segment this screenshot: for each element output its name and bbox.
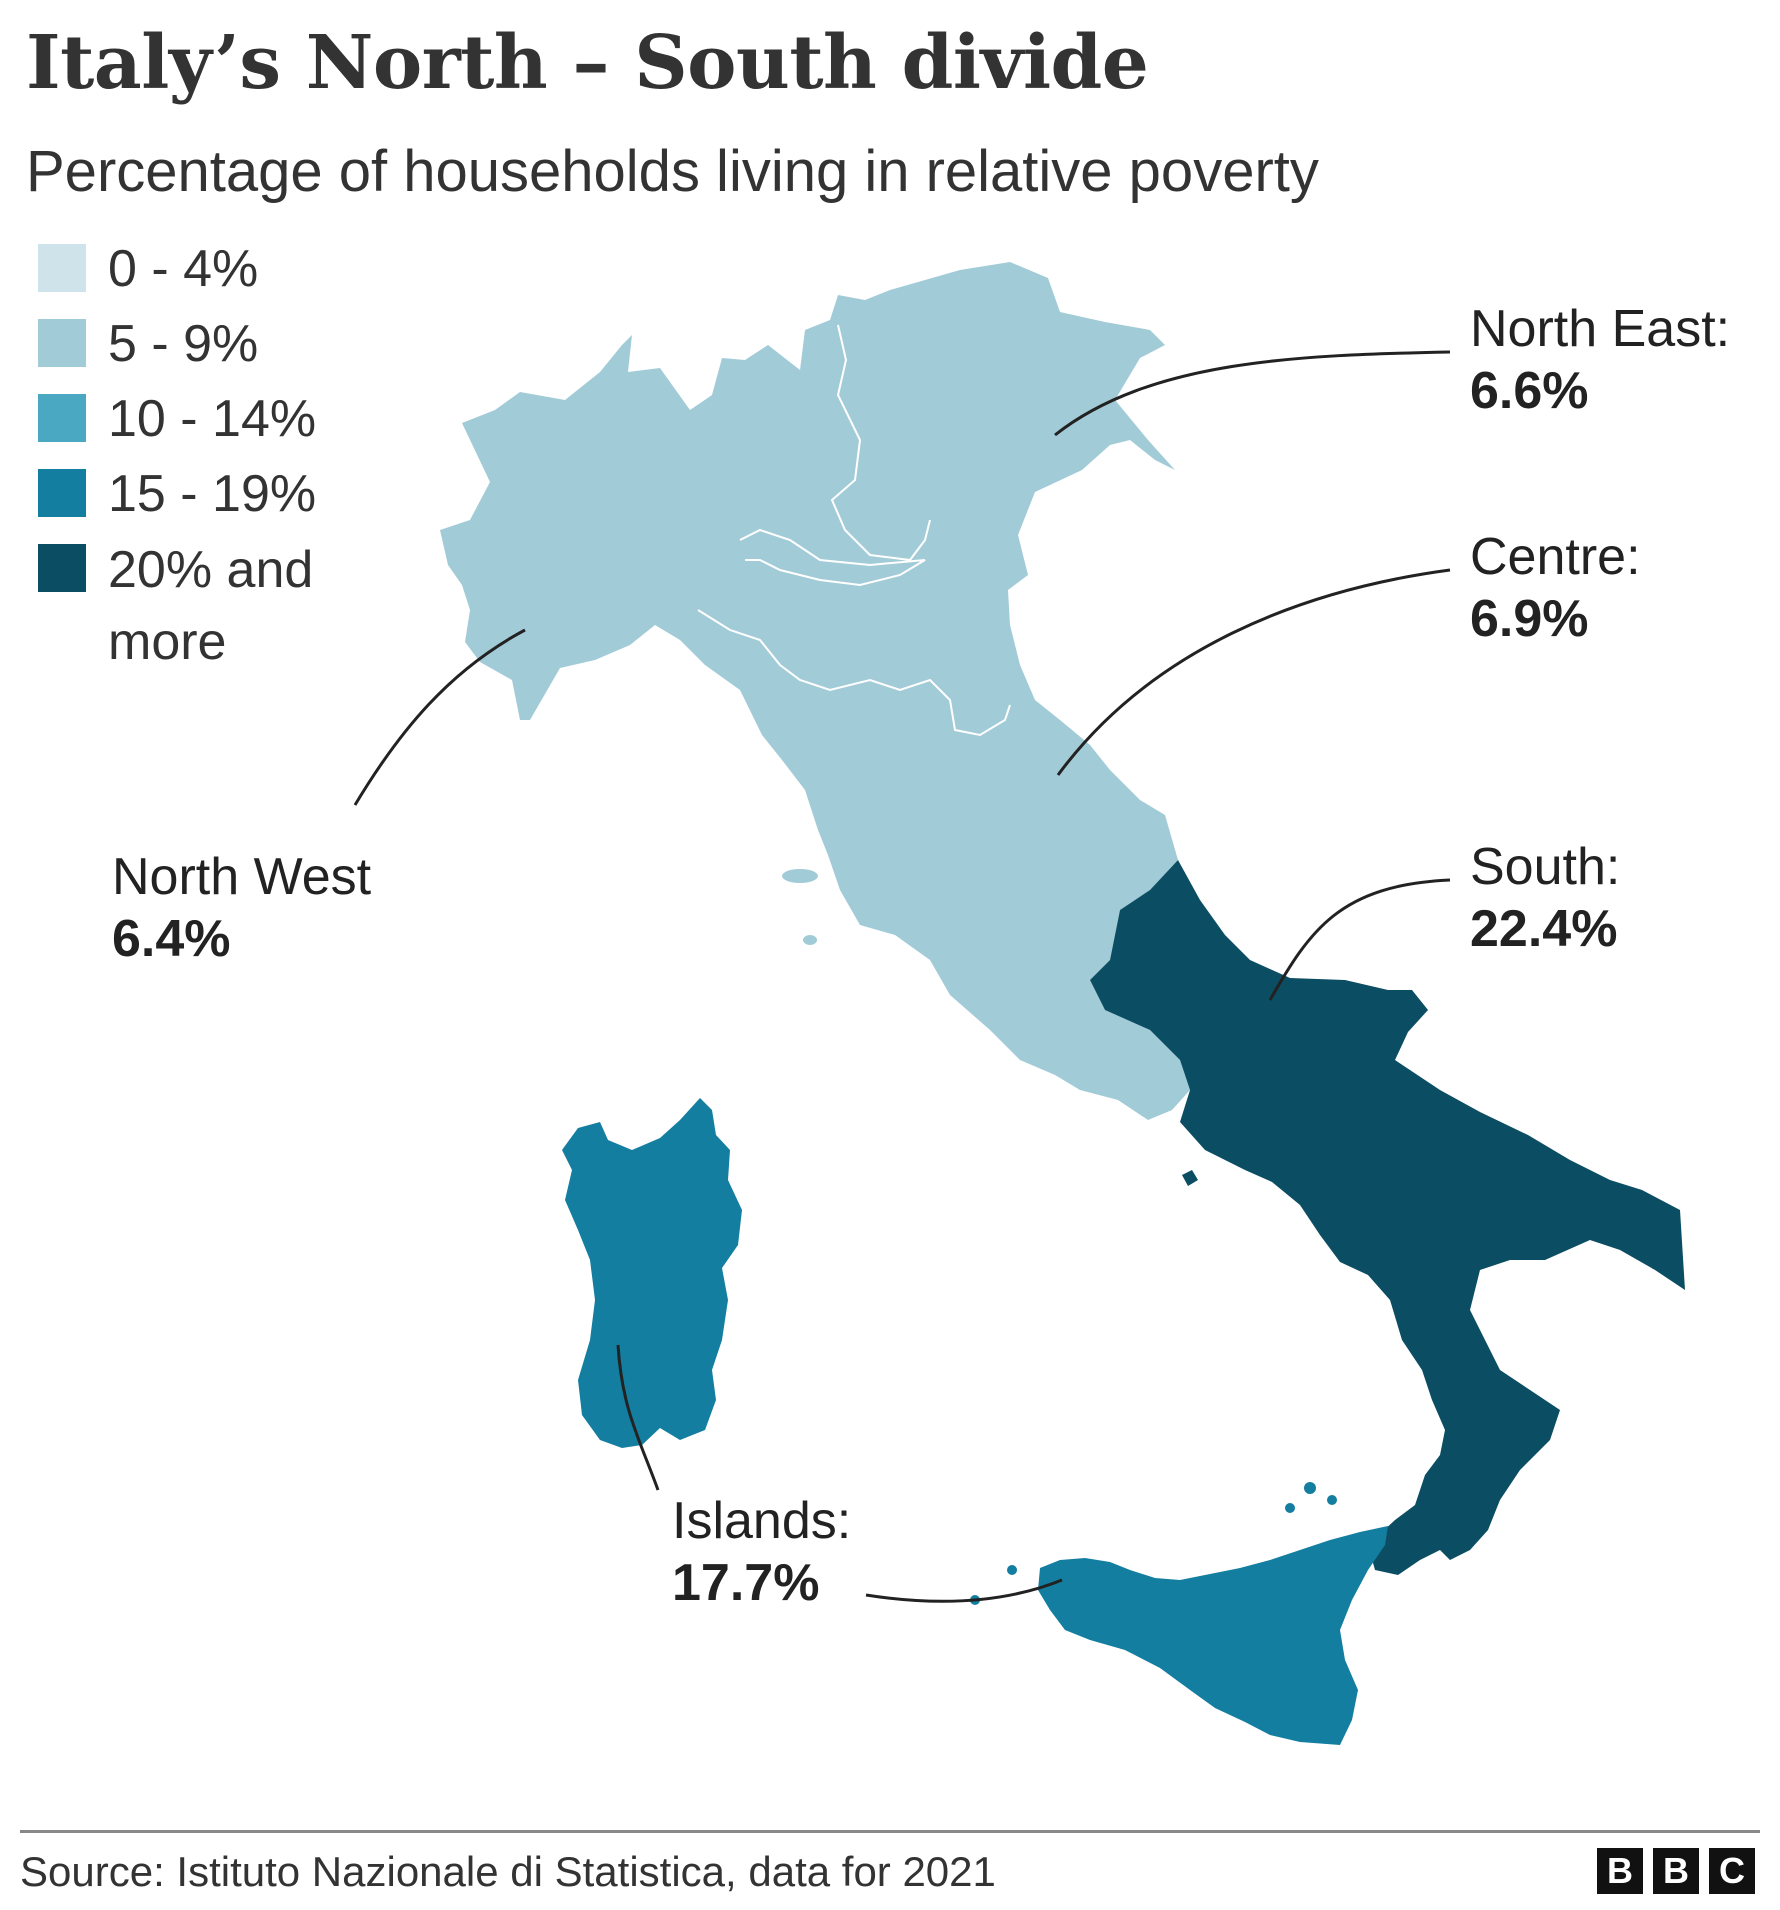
region-border-centre-south — [697, 609, 1011, 737]
legend-label-5-9: 5 - 9% — [108, 315, 259, 373]
leader-south — [1268, 878, 1451, 1001]
callout-centre-name: Centre: — [1470, 528, 1641, 586]
callout-north-west: North West 6.4% — [112, 846, 371, 970]
leader-north-west — [353, 628, 526, 806]
legend-swatch-10-14 — [38, 394, 86, 442]
callout-islands-name: Islands: — [672, 1492, 852, 1550]
legend-label-20-plus: 20% and more — [108, 541, 314, 671]
island-aeolian-1 — [1304, 1482, 1316, 1494]
bbc-logo-b1: B — [1597, 1848, 1643, 1894]
bbc-logo-c: C — [1709, 1848, 1755, 1894]
callout-south-value: 22.4% — [1470, 900, 1618, 958]
chart-subtitle: Percentage of households living in relat… — [26, 139, 1319, 204]
callout-north-east-value: 6.6% — [1470, 362, 1589, 420]
source-note: Source: Istituto Nazionale di Statistica… — [20, 1848, 996, 1895]
region-border-north — [830, 324, 931, 562]
island-ustica — [1007, 1565, 1017, 1575]
island-capri — [1182, 1170, 1198, 1186]
leader-centre — [1056, 568, 1451, 776]
legend-swatch-5-9 — [38, 319, 86, 367]
island-sardinia — [562, 1098, 742, 1448]
chart-title: Italy’s North – South divide — [26, 20, 1149, 106]
callout-south: South: 22.4% — [1470, 836, 1620, 960]
callout-islands: Islands: 17.7% — [672, 1490, 851, 1614]
legend-label-15-19: 15 - 19% — [108, 465, 317, 523]
legend-swatch-0-4 — [38, 244, 86, 292]
callout-north-east-name: North East: — [1470, 300, 1731, 358]
legend-swatch-20-plus — [38, 544, 86, 592]
island-aeolian-2 — [1327, 1495, 1337, 1505]
region-border-centre — [739, 528, 926, 587]
callout-centre-value: 6.9% — [1470, 590, 1589, 648]
island-sicily — [1038, 1526, 1388, 1745]
callout-centre: Centre: 6.9% — [1470, 526, 1641, 650]
footer-divider — [20, 1830, 1760, 1833]
legend-label-0-4: 0 - 4% — [108, 240, 259, 298]
island-aeolian-3 — [1285, 1503, 1295, 1513]
callout-south-name: South: — [1470, 838, 1621, 896]
bbc-logo-b2: B — [1653, 1848, 1699, 1894]
island-elba — [782, 869, 818, 883]
leader-north-east — [1054, 350, 1451, 437]
region-north-centre — [440, 262, 1190, 1120]
callout-north-east: North East: 6.6% — [1470, 298, 1730, 422]
leader-islands-sicily — [865, 1578, 1063, 1603]
legend-swatch-15-19 — [38, 469, 86, 517]
region-south — [1090, 860, 1685, 1575]
callout-north-west-value: 6.4% — [112, 910, 231, 968]
callout-islands-value: 17.7% — [672, 1554, 820, 1612]
leader-islands — [616, 1344, 660, 1491]
callout-north-west-name: North West — [112, 848, 372, 906]
island-giglio — [803, 935, 817, 945]
legend-label-10-14: 10 - 14% — [108, 390, 317, 448]
